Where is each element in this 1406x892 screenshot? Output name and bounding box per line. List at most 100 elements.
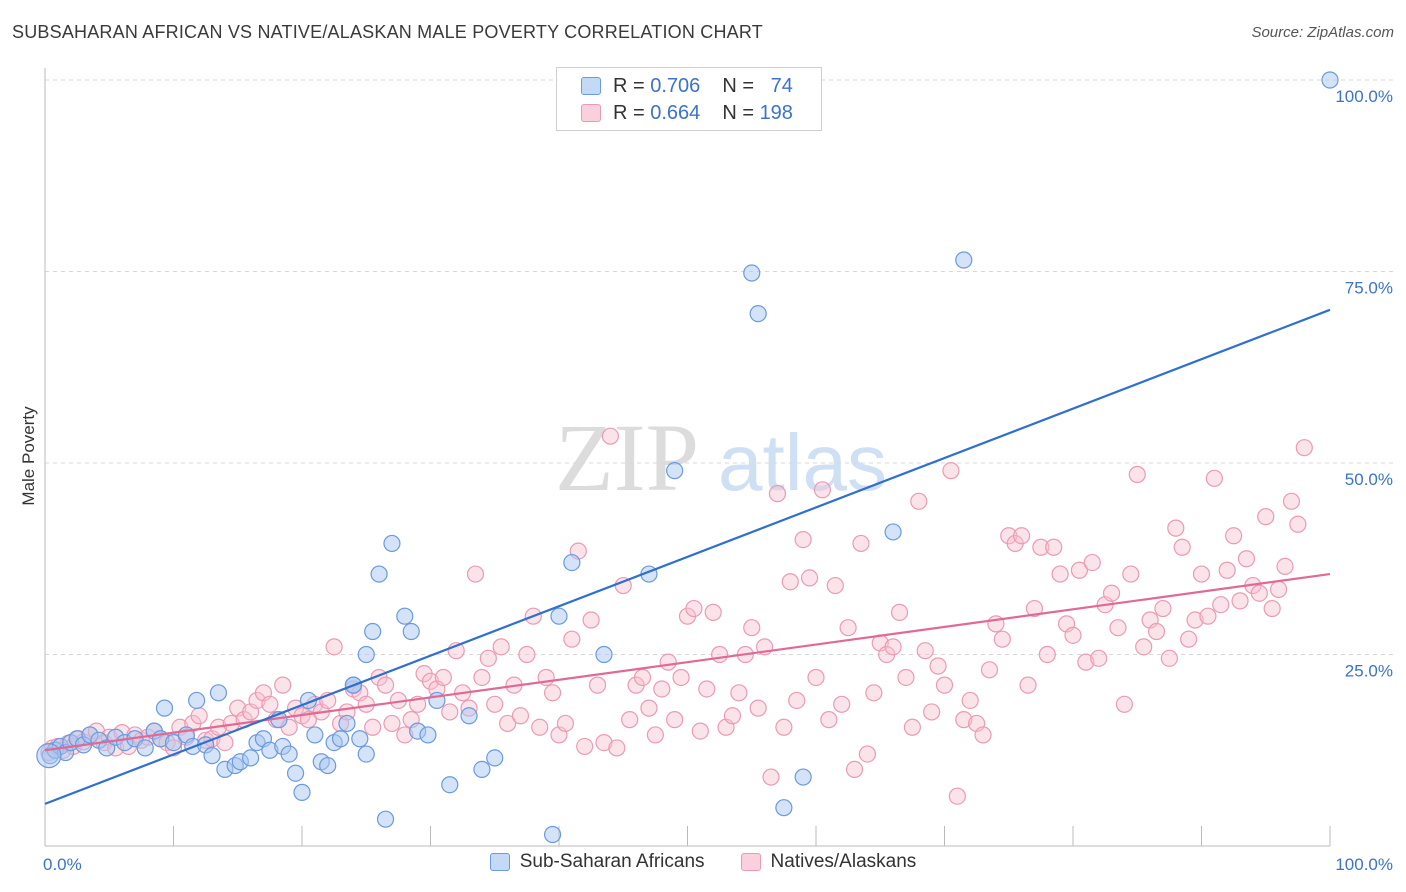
natives-alaskans-point (1122, 565, 1140, 583)
y-axis-label: Male Poverty (19, 406, 38, 506)
natives-alaskans-point (935, 676, 954, 694)
legend-r-value: 0.664 (650, 101, 701, 124)
sub-saharan-africans-point (280, 745, 298, 763)
natives-alaskans-point (1231, 592, 1249, 610)
sub-saharan-africans-point (36, 743, 62, 769)
natives-alaskans-point (499, 714, 517, 733)
natives-alaskans-point (633, 668, 652, 687)
natives-alaskans-point (1263, 599, 1281, 618)
y-tick-label: 50.0% (1345, 470, 1393, 489)
natives-alaskans-point (897, 668, 915, 687)
natives-alaskans-point (1289, 515, 1307, 533)
tick-labels: 25.0% 50.0% 75.0% 100.0% 0.0% 100.0% (43, 87, 1393, 874)
natives-alaskans-point (852, 534, 870, 553)
natives-alaskans-point (974, 726, 992, 744)
natives-alaskans-point (1269, 580, 1288, 598)
grid-lines (45, 79, 1395, 655)
watermark: ZIP atlas (555, 404, 887, 511)
natives-alaskans-point (1109, 619, 1127, 637)
natives-alaskans-point (865, 684, 883, 702)
natives-alaskans-point (1167, 519, 1185, 537)
natives-alaskans-point (820, 711, 838, 729)
natives-alaskans-point (768, 485, 787, 503)
legend-r-value: 0.706 (650, 74, 701, 97)
legend-n-label: N = (722, 74, 754, 97)
natives-alaskans-point (775, 718, 793, 736)
sub-saharan-africans-point (563, 553, 581, 572)
natives-alaskans-point (743, 619, 761, 637)
natives-alaskans-point (800, 569, 819, 587)
sub-saharan-africans-point (286, 764, 305, 782)
natives-alaskans-point (479, 649, 497, 667)
natives-alaskans-point (511, 707, 530, 725)
sub-saharan-africans-point (164, 733, 183, 752)
natives-alaskans-point (884, 638, 902, 656)
natives-alaskans-point (357, 695, 375, 713)
sub-saharan-africans-point (595, 645, 613, 664)
legend-swatch-pink (581, 104, 601, 122)
sub-saharan-africans-point (242, 749, 260, 767)
natives-alaskans-point (588, 676, 607, 694)
natives-alaskans-point (1173, 538, 1191, 556)
bottom-legend-item-natives: Natives/Alaskans (740, 851, 916, 873)
bottom-legend-item-sub-saharan: Sub-Saharan Africans (489, 851, 705, 873)
natives-alaskans-point (813, 481, 832, 499)
natives-alaskans-point (666, 711, 684, 729)
trend-lines (44, 308, 1331, 805)
sub-saharan-africans-point (749, 305, 767, 323)
natives-alaskans-point (903, 718, 921, 736)
x-tick-label: 100.0% (1335, 855, 1393, 874)
natives-alaskans-point (711, 645, 729, 664)
natives-alaskans-point (833, 695, 851, 713)
bottom-legend: Sub-Saharan Africans Natives/Alaskans (0, 851, 1406, 873)
sub-saharan-africans-point (155, 699, 174, 717)
natives-alaskans-point (556, 714, 575, 733)
legend: R = 0.706 N = 74 R = 0.664 N = 198 (556, 67, 822, 131)
natives-alaskans-point (942, 462, 960, 480)
natives-alaskans-point (788, 691, 806, 710)
legend-n-label: N = (722, 101, 754, 124)
natives-alaskans-point (1276, 557, 1294, 576)
natives-alaskans-point (659, 653, 677, 671)
natives-alaskans-point (1102, 584, 1121, 602)
sub-saharan-africans-point (383, 534, 401, 553)
sub-saharan-africans-point (370, 565, 388, 583)
natives-alaskans-point (1032, 538, 1050, 556)
y-tick-label: 75.0% (1345, 279, 1393, 298)
natives-alaskans-point (466, 565, 485, 583)
natives-alaskans-point (1064, 626, 1082, 644)
natives-alaskans-trend-line (44, 572, 1331, 752)
natives-alaskans-point (492, 638, 510, 656)
natives-alaskans-point (1212, 596, 1230, 614)
legend-n-value: 198 (759, 101, 793, 124)
natives-alaskans-point (1295, 439, 1313, 457)
sub-saharan-africans-point (293, 783, 311, 801)
sub-saharan-africans-point (419, 726, 437, 744)
natives-alaskans-point (807, 668, 825, 687)
natives-alaskans-point (1225, 527, 1243, 545)
natives-alaskans-point (1051, 565, 1069, 583)
sub-saharan-africans-point (203, 747, 221, 765)
legend-row-pink: R = 0.664 N = 198 (581, 100, 793, 126)
legend-swatch-blue (581, 77, 601, 95)
natives-alaskans-point (1070, 561, 1089, 579)
natives-alaskans-point (929, 657, 947, 675)
sub-saharan-africans-point (743, 264, 761, 282)
natives-alaskans-point (916, 642, 934, 660)
sub-saharan-africans-point (460, 707, 478, 725)
natives-alaskans-point (1077, 653, 1095, 671)
natives-alaskans-point (608, 739, 626, 757)
natives-alaskans-point (601, 427, 620, 445)
natives-alaskans-point (531, 718, 549, 736)
natives-alaskans-point (190, 707, 208, 725)
bottom-swatch-blue (489, 853, 510, 871)
natives-alaskans-point (595, 733, 613, 752)
natives-alaskans-point (640, 699, 658, 717)
natives-alaskans-point (980, 661, 999, 679)
source-note: Source: ZipAtlas.com (1251, 24, 1394, 41)
legend-r-label: R = (613, 101, 645, 124)
natives-alaskans-point (672, 668, 690, 687)
natives-alaskans-point (1147, 622, 1166, 641)
sub-saharan-africans-point (357, 645, 375, 664)
natives-alaskans-point (274, 676, 292, 694)
